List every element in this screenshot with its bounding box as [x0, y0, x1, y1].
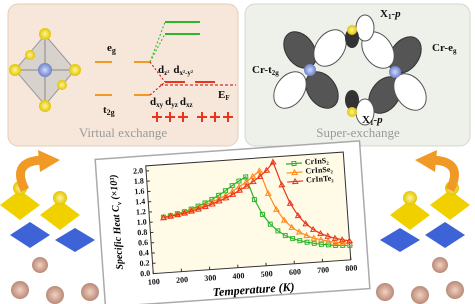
x-tick-label: 100	[148, 277, 161, 287]
x-tick-label: 300	[204, 273, 217, 283]
virtual-exchange-panel: eg t2g dz²dx²-y² EF dxydyzdxz Virtual ex…	[8, 4, 238, 146]
y-tick-label: 1.8	[133, 176, 144, 186]
label: -p	[391, 8, 401, 20]
caption: Super-exchange	[316, 125, 400, 140]
x-tick-label: 700	[317, 265, 330, 275]
label: (×10³)	[109, 174, 122, 203]
y-tick-label: 0.6	[138, 238, 149, 248]
label: g	[112, 46, 116, 55]
y-tick-label: 1.4	[135, 197, 146, 207]
label: 2g	[107, 108, 115, 117]
label: xy	[156, 101, 164, 109]
y-tick-label: 0.2	[139, 258, 150, 268]
y-tick-label: 0.8	[137, 228, 148, 238]
x-tick-label: 200	[176, 275, 189, 285]
label: z²	[164, 69, 169, 77]
chart-card: Temperature (K) Specific Heat Cv (×10³) …	[95, 141, 370, 304]
x-tick-label: 800	[345, 263, 358, 273]
x-tick-label: 500	[260, 269, 273, 279]
y-tick-label: 0.4	[139, 248, 150, 258]
label: E	[218, 89, 225, 101]
y-tick-label: 1.6	[134, 187, 145, 197]
label: x²-y²	[179, 69, 193, 77]
label: -p	[373, 114, 383, 126]
label: Cr-t	[252, 64, 272, 76]
label: yz	[171, 101, 178, 109]
label: X	[380, 8, 388, 20]
svg-text:X1-p: X1-p	[380, 8, 401, 21]
y-tick-label: 1.2	[136, 207, 147, 217]
super-exchange-panel: X1-p Cr-t2g Cr-eg X1-p Super-exchange	[245, 4, 470, 146]
x-tick-label: 600	[289, 267, 302, 277]
label: Cr-e	[432, 42, 453, 54]
label: X	[362, 114, 370, 126]
caption: Virtual exchange	[79, 125, 168, 140]
y-tick-label: 1.0	[136, 217, 147, 227]
y-tick-label: 2.0	[133, 166, 144, 176]
x-tick-label: 400	[232, 271, 245, 281]
label: g	[453, 47, 457, 55]
label: F	[225, 94, 229, 102]
label: xz	[186, 101, 193, 109]
label: 2g	[272, 69, 280, 77]
figure: eg t2g dz²dx²-y² EF dxydyzdxz Virtual ex…	[0, 0, 475, 304]
